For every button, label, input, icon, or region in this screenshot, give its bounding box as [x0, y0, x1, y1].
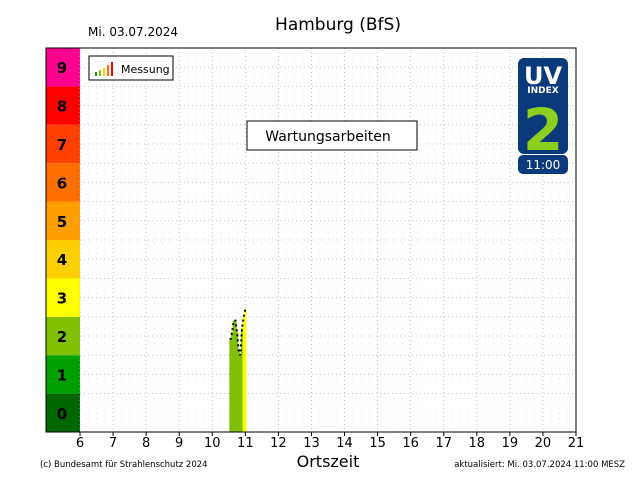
uv-level-3: [46, 278, 80, 317]
x-tick-label: 15: [369, 436, 386, 451]
x-tick-label: 8: [142, 436, 150, 451]
uv-level-label-1: 1: [57, 366, 67, 384]
uv-level-1: [46, 355, 80, 394]
logo-index-text: INDEX: [527, 86, 558, 96]
measurement-bar: [234, 320, 237, 432]
x-tick-label: 18: [469, 436, 486, 451]
maintenance-notice: Wartungsarbeiten: [246, 120, 418, 151]
x-tick-label: 21: [568, 436, 585, 451]
uv-level-label-7: 7: [57, 136, 67, 154]
measurement-bar: [240, 328, 244, 432]
legend: Messung: [88, 55, 174, 81]
x-tick-label: 7: [109, 436, 117, 451]
x-tick-label: 11: [237, 436, 254, 451]
date-label: Mi. 03.07.2024: [88, 25, 178, 39]
uv-level-label-5: 5: [57, 213, 67, 231]
uv-level-label-2: 2: [57, 328, 67, 346]
copyright-text: (c) Bundesamt für Strahlenschutz 2024: [40, 460, 208, 470]
updated-timestamp: aktualisiert: Mi. 03.07.2024 11:00 MESZ: [454, 460, 625, 470]
measurement-bar: [242, 316, 245, 432]
measurement-bar: [244, 309, 247, 432]
uv-level-label-4: 4: [57, 251, 67, 269]
legend-label: Messung: [121, 63, 170, 76]
uv-level-label-8: 8: [57, 98, 67, 116]
measurement-bar: [232, 320, 235, 432]
uv-level-8: [46, 86, 80, 125]
uv-level-0: [46, 393, 80, 432]
x-tick-label: 20: [535, 436, 552, 451]
measurement-bar: [235, 332, 239, 432]
uv-index-logo: UV INDEX 2 11:00: [518, 58, 568, 174]
x-tick-label: 17: [435, 436, 452, 451]
logo-time: 11:00: [526, 158, 561, 172]
uv-level-label-0: 0: [57, 405, 67, 423]
x-tick-label: 16: [402, 436, 419, 451]
logo-uv-value: 2: [523, 96, 563, 164]
measurement-bar: [229, 339, 232, 432]
x-tick-label: 13: [303, 436, 320, 451]
x-tick-label: 12: [270, 436, 287, 451]
x-tick-label: 9: [175, 436, 183, 451]
uv-level-label-9: 9: [57, 59, 67, 77]
measurement-bar: [239, 355, 242, 432]
x-tick-label: 10: [204, 436, 221, 451]
uv-level-6: [46, 163, 80, 202]
x-tick-label: 14: [336, 436, 353, 451]
x-axis: 6 7 8 9 10 11 12 13 14 15 16 17 18 19 20 21: [76, 432, 584, 451]
uv-level-5: [46, 201, 80, 240]
uv-level-label-6: 6: [57, 174, 67, 192]
uv-level-2: [46, 316, 80, 356]
measurement-series: [229, 308, 247, 432]
uv-level-7: [46, 124, 80, 164]
uv-level-9: [46, 48, 80, 87]
x-tick-label: 19: [502, 436, 519, 451]
measurement-bar: [230, 332, 234, 432]
x-axis-label: Ortszeit: [297, 452, 360, 471]
uv-level-4: [46, 240, 80, 279]
uv-level-label-3: 3: [57, 290, 67, 308]
logo-uv-text: UV: [524, 62, 562, 90]
station-title: Hamburg (BfS): [275, 15, 401, 35]
measurement-bar: [237, 351, 240, 432]
notice-text: Wartungsarbeiten: [265, 129, 390, 145]
bar-chart-icon: [95, 62, 113, 76]
uv-scale-bar: 0 1 2 3 4 5 6 7 8 9: [46, 48, 80, 432]
x-tick-label: 6: [76, 436, 84, 451]
